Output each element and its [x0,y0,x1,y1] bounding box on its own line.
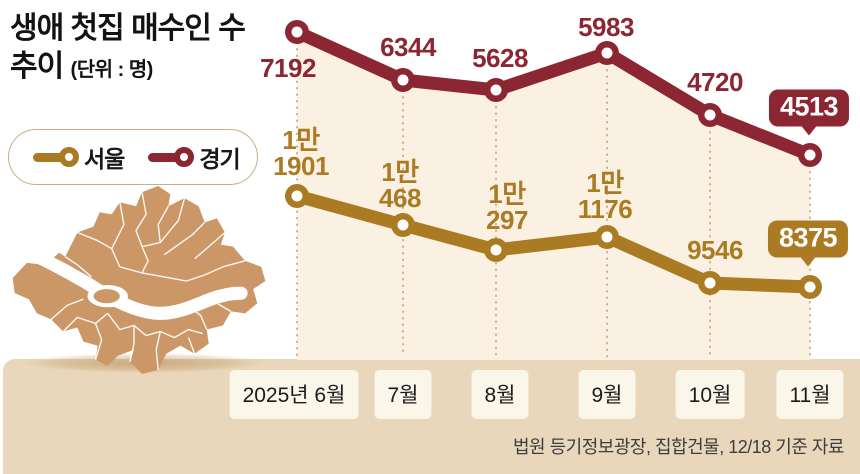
seoul-callout-tail [799,256,816,267]
seoul-line [290,189,817,294]
yeouido-island [93,289,120,304]
gyeonggi-callout-tail [800,125,817,136]
legend-item-seoul: 서울 [33,140,125,174]
x-axis-label: 2025년 6월 [229,370,359,419]
legend-item-gyeonggi: 경기 [148,140,241,174]
seoul-value-label: 1만 297 [486,179,528,235]
gyeonggi-line-swatch [148,152,177,162]
seoul-value-label: 1만 1176 [577,168,633,224]
seoul-value-callout: 8375 [767,220,849,267]
map-districts [6,186,266,374]
gyeonggi-value-label: 5983 [578,12,634,42]
gyeonggi-point-hole [490,84,502,96]
seoul-callout-text: 8375 [778,222,838,253]
title-line2: 추이 [10,50,64,83]
gyeonggi-ring-icon [174,147,195,167]
x-axis-label: 8월 [471,370,529,419]
seoul-point-hole [704,277,716,289]
seoul-point-hole [397,219,409,231]
seoul-line-swatch [33,152,61,162]
gyeonggi-point-hole [397,74,409,86]
page-title: 생애 첫집 매수인 수 추이 (단위 : 명) [10,10,246,89]
source-note: 법원 등기정보광장, 집합건물, 12/18 기준 자료 [512,437,845,457]
gyeonggi-value-label: 4720 [687,67,743,97]
gyeonggi-point-hole [704,109,716,121]
area-fill [297,32,810,360]
title-line1: 생애 첫집 매수인 수 [10,12,246,45]
gyeonggi-value-label: 7192 [260,53,316,83]
legend-label-seoul: 서울 [84,146,125,172]
seoul-ring-icon [59,147,79,167]
seoul-value-label: 9546 [687,235,743,265]
gyeonggi-point-hole [804,149,816,161]
han-river [6,238,248,320]
gyeonggi-point-hole [291,26,303,38]
gyeonggi-callout-text: 4513 [779,91,839,122]
legend: 서울 경기 [8,129,258,185]
gyeonggi-value-callout: 4513 [768,89,850,136]
x-axis-label: 10월 [675,370,745,419]
title-unit: (단위 : 명) [70,59,154,81]
gyeonggi-point-hole [601,47,613,59]
gyeonggi-value-label: 5628 [472,43,528,73]
x-axis-label: 7월 [374,370,432,419]
seoul-value-label: 1만 468 [379,157,421,213]
x-axis-label: 11월 [776,370,844,419]
seoul-point-hole [601,231,613,243]
seoul-point-hole [490,244,502,256]
seoul-map [6,186,266,374]
x-axis-label: 9월 [578,370,636,419]
gyeonggi-value-label: 6344 [380,32,436,62]
seoul-point-hole [291,190,303,202]
seoul-point-hole [804,281,816,293]
seoul-value-label: 1만 1901 [273,125,329,181]
gyeonggi-line [290,25,817,162]
legend-label-gyeonggi: 경기 [199,146,240,172]
